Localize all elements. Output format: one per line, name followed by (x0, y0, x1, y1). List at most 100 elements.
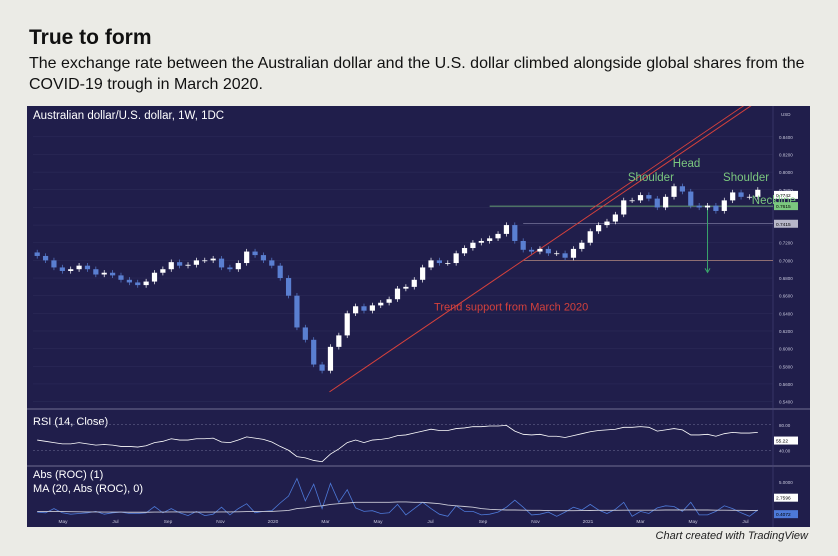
candle (378, 302, 384, 306)
candle (118, 275, 124, 280)
price-tick-label: 0.8200 (779, 152, 793, 157)
candle (570, 248, 577, 258)
candle (135, 282, 141, 286)
candle (663, 196, 669, 208)
annotation-head: Head (673, 158, 701, 170)
price-tick-label: 0.5400 (779, 400, 793, 405)
price-tick-label: 0.8000 (779, 170, 793, 175)
candle (302, 327, 308, 340)
target-arrow-head (704, 268, 711, 274)
x-tick-label: Jul (427, 519, 433, 525)
roc-tick-label: 5.0000 (779, 480, 793, 485)
roc-line (37, 477, 759, 517)
candle (470, 242, 476, 249)
candle (110, 272, 116, 276)
price-tick-label: 0.7000 (779, 258, 793, 263)
x-tick-label: May (58, 519, 68, 525)
candle (168, 262, 174, 270)
candle (487, 238, 493, 241)
candle (453, 253, 459, 264)
candle (512, 225, 518, 241)
candle (361, 306, 367, 311)
candle (394, 288, 401, 300)
candle (436, 260, 442, 264)
candle (227, 267, 233, 270)
candle (260, 255, 267, 261)
candle (185, 264, 191, 266)
current-price-label: 0.7742 (776, 193, 791, 199)
candle (528, 249, 535, 252)
price-tick-label: 0.8400 (779, 135, 793, 140)
price-chart-svg: RSI (14, Close) 80.00 40.00 55.22 Abs (ROC)… (27, 106, 810, 527)
candle (336, 335, 342, 347)
candle (730, 192, 736, 201)
price-tick-label: 0.5800 (779, 364, 793, 369)
annotation-left-shoulder: Shoulder (628, 172, 674, 184)
candle (202, 260, 208, 262)
rsi-current-value: 55.22 (776, 439, 788, 445)
candle (646, 195, 652, 199)
candle (327, 346, 334, 371)
x-tick-label: Mar (636, 519, 645, 525)
candle (420, 267, 426, 280)
chart-credit: Chart created with TradingView (655, 530, 808, 542)
rsi-tick-label: 40.00 (779, 448, 791, 453)
candle (76, 265, 82, 270)
candle (68, 269, 74, 271)
candle (537, 248, 543, 252)
candle (545, 248, 551, 254)
candle (160, 269, 166, 273)
candle (671, 186, 677, 197)
candle (428, 260, 434, 268)
candle (520, 240, 526, 250)
candle (579, 242, 585, 249)
neckline-price-box (774, 202, 798, 211)
y-axis-label: USD (781, 112, 791, 117)
candle (294, 295, 300, 328)
candle (587, 231, 593, 243)
price-tick-label: 0.6600 (779, 294, 793, 299)
candle (93, 269, 99, 275)
annotation-neckline: Neckline (752, 195, 796, 207)
candle (235, 263, 241, 270)
candle (353, 306, 359, 314)
candle (101, 272, 107, 275)
roc-value-box (774, 510, 798, 519)
price-tick-label: 0.7800 (779, 188, 793, 193)
candle (210, 258, 216, 261)
prior-high-price-box (774, 219, 798, 228)
candle (269, 260, 275, 266)
candle (604, 221, 610, 226)
candle (495, 233, 501, 239)
candle (629, 200, 635, 202)
candle (34, 252, 40, 256)
candle (311, 339, 317, 365)
rsi-value-box (774, 436, 798, 445)
candle (244, 251, 250, 264)
candle (151, 272, 158, 282)
trend-support-line (329, 106, 752, 393)
x-tick-label: Jul (112, 519, 118, 525)
roc-ma-title: MA (20, Abs (ROC), 0) (33, 483, 143, 495)
candle (285, 278, 292, 296)
rsi-line (37, 424, 758, 463)
prior-high-price-label: 0.7415 (776, 222, 791, 228)
price-pane-title: Australian dollar/U.S. dollar, 1W, 1DC (33, 110, 224, 122)
candle (637, 195, 644, 201)
roc-current-value: 0.4072 (776, 512, 791, 518)
candle (252, 251, 258, 256)
chart-subtitle: The exchange rate between the Australian… (29, 55, 805, 93)
x-tick-label: Sep (164, 519, 173, 525)
candle (612, 214, 618, 222)
candle (654, 198, 660, 208)
candle (126, 279, 132, 283)
candle (704, 205, 711, 208)
candle (755, 189, 761, 197)
neckline-price-label: 0.7615 (776, 204, 791, 210)
candle (277, 265, 283, 279)
candle (369, 305, 375, 311)
annotation-right-shoulder: Shoulder (723, 172, 769, 184)
candle (411, 279, 417, 287)
roc-current-value: 2.7596 (776, 496, 791, 502)
candle (386, 299, 392, 303)
